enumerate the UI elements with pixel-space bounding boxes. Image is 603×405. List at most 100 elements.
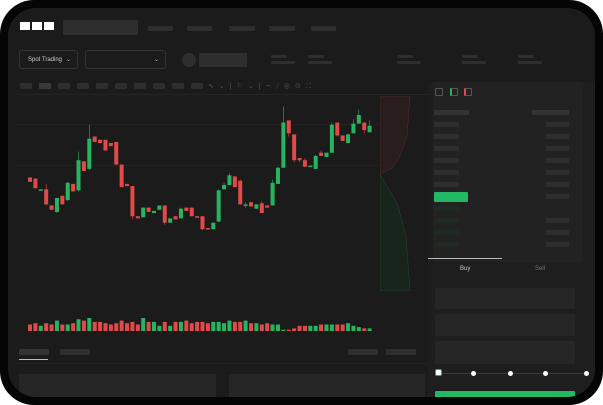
nav-item[interactable]	[187, 26, 212, 31]
slider-stop[interactable]	[508, 371, 513, 376]
timeframe-button[interactable]	[172, 83, 184, 89]
volume-bar	[302, 325, 307, 331]
volume-bar	[71, 323, 76, 331]
volume-bar	[108, 324, 113, 331]
volume-bar	[103, 323, 108, 331]
tab-history[interactable]	[60, 349, 90, 355]
candle	[222, 182, 227, 190]
candle	[227, 173, 232, 185]
stat-value	[308, 61, 332, 64]
candle	[168, 218, 173, 223]
volume-bar	[205, 323, 210, 331]
okx-logo[interactable]	[20, 22, 54, 30]
candle-body	[238, 180, 243, 205]
volume-bar	[125, 323, 130, 331]
tab-open-orders[interactable]	[19, 349, 49, 355]
spot-trading-dropdown[interactable]: Spot Trading ⌄	[19, 50, 78, 69]
nav-item[interactable]	[269, 26, 295, 31]
candle-body	[222, 185, 227, 190]
candle-body	[254, 204, 259, 209]
volume-bar	[275, 324, 280, 331]
chevron-down-icon: ⌄	[153, 57, 159, 63]
volume-bar	[114, 323, 119, 331]
candle	[60, 195, 65, 205]
coin-icon	[182, 53, 196, 67]
filter-button[interactable]	[348, 349, 378, 355]
volume-bar	[173, 321, 178, 331]
candle-body	[125, 183, 130, 187]
candle-body	[302, 160, 307, 167]
timeframe-button[interactable]	[153, 83, 165, 89]
volume-bar	[98, 321, 103, 331]
slider-handle[interactable]	[435, 369, 442, 376]
orderbook-bids-icon[interactable]	[450, 88, 458, 96]
volume-bar	[65, 324, 70, 331]
candle	[205, 228, 210, 230]
orderbook-asks-icon[interactable]	[464, 88, 472, 96]
nav-item[interactable]	[311, 26, 336, 31]
total-input[interactable]	[435, 341, 575, 364]
ask-size	[546, 146, 569, 151]
filter-button[interactable]	[386, 349, 416, 355]
drawing-tools-icons[interactable]: ∿⌄|⚐⌄|∼⧸◎⊙⛶	[208, 83, 316, 90]
volume-bar	[238, 321, 243, 331]
volume-bar	[28, 324, 32, 331]
search-input[interactable]	[63, 20, 138, 35]
volume-bar	[76, 319, 81, 331]
candle	[259, 201, 264, 213]
slider-stop[interactable]	[584, 371, 589, 376]
nav-item[interactable]	[148, 26, 173, 31]
candle	[81, 161, 86, 171]
candle	[44, 183, 49, 206]
volume-bar	[135, 324, 140, 331]
volume-bar	[92, 321, 97, 331]
ask-size	[546, 158, 569, 163]
volume-bar	[189, 323, 194, 331]
ask-size	[546, 122, 569, 127]
stat-label	[462, 55, 478, 58]
timeframe-button[interactable]	[39, 83, 51, 89]
nav-item[interactable]	[229, 26, 255, 31]
orderbook-both-icon[interactable]	[435, 88, 443, 96]
volume-bar	[49, 324, 54, 331]
candlestick-chart[interactable]	[16, 96, 381, 331]
candle	[324, 152, 329, 157]
candle	[98, 139, 103, 143]
timeframe-button[interactable]	[77, 83, 89, 89]
buy-button[interactable]	[435, 391, 575, 397]
volume-bar	[340, 324, 345, 331]
amount-input[interactable]	[435, 314, 575, 336]
candle-body	[200, 216, 205, 230]
candle-body	[76, 160, 81, 191]
timeframe-button[interactable]	[96, 83, 108, 89]
timeframe-button[interactable]	[58, 83, 70, 89]
volume-bar	[54, 320, 59, 331]
candle-body	[108, 143, 113, 147]
candle-body	[44, 189, 49, 205]
candle-body	[28, 177, 32, 182]
candle-body	[65, 182, 70, 201]
candle-body	[227, 175, 232, 185]
price-input[interactable]	[435, 288, 575, 309]
volume-bar	[265, 323, 270, 331]
candle	[319, 150, 324, 156]
stat-label	[271, 55, 287, 58]
pair-dropdown[interactable]: ⌄	[85, 50, 166, 69]
slider-stop[interactable]	[471, 371, 476, 376]
timeframe-button[interactable]	[134, 83, 146, 89]
slider-stop[interactable]	[543, 371, 548, 376]
candle	[38, 189, 43, 191]
tab-buy[interactable]: Buy	[460, 266, 471, 272]
mode-label: Spot Trading	[28, 56, 63, 63]
ask-depth-area	[380, 96, 411, 175]
timeframe-button[interactable]	[20, 83, 32, 89]
timeframe-button[interactable]	[115, 83, 127, 89]
candle-body	[178, 208, 183, 219]
candle-body	[313, 155, 318, 169]
candle	[87, 124, 92, 170]
candle	[340, 135, 345, 141]
bid-price	[434, 218, 459, 223]
timeframe-button[interactable]	[191, 83, 203, 89]
tab-sell[interactable]: Sell	[535, 266, 546, 272]
volume-bar	[351, 325, 356, 331]
